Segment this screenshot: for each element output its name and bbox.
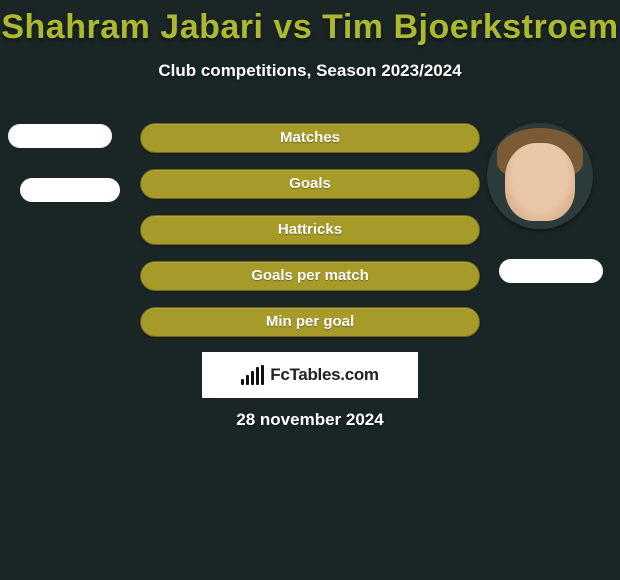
stat-pill-hattricks: Hattricks bbox=[140, 215, 480, 245]
right-value-pill bbox=[499, 259, 603, 283]
logo-bars-icon bbox=[241, 365, 264, 385]
logo-text: FcTables.com bbox=[270, 365, 379, 385]
date-text: 28 november 2024 bbox=[0, 410, 620, 430]
subtitle: Club competitions, Season 2023/2024 bbox=[0, 61, 620, 81]
stat-pill-matches: Matches bbox=[140, 123, 480, 153]
player2-avatar bbox=[487, 123, 593, 229]
page-title: Shahram Jabari vs Tim Bjoerkstroem bbox=[0, 0, 620, 47]
stat-pill-gpm: Goals per match bbox=[140, 261, 480, 291]
stat-pill-goals: Goals bbox=[140, 169, 480, 199]
left-value-pill-1 bbox=[8, 124, 112, 148]
fctables-logo[interactable]: FcTables.com bbox=[202, 352, 418, 398]
left-value-pill-2 bbox=[20, 178, 120, 202]
stat-pill-mpg: Min per goal bbox=[140, 307, 480, 337]
